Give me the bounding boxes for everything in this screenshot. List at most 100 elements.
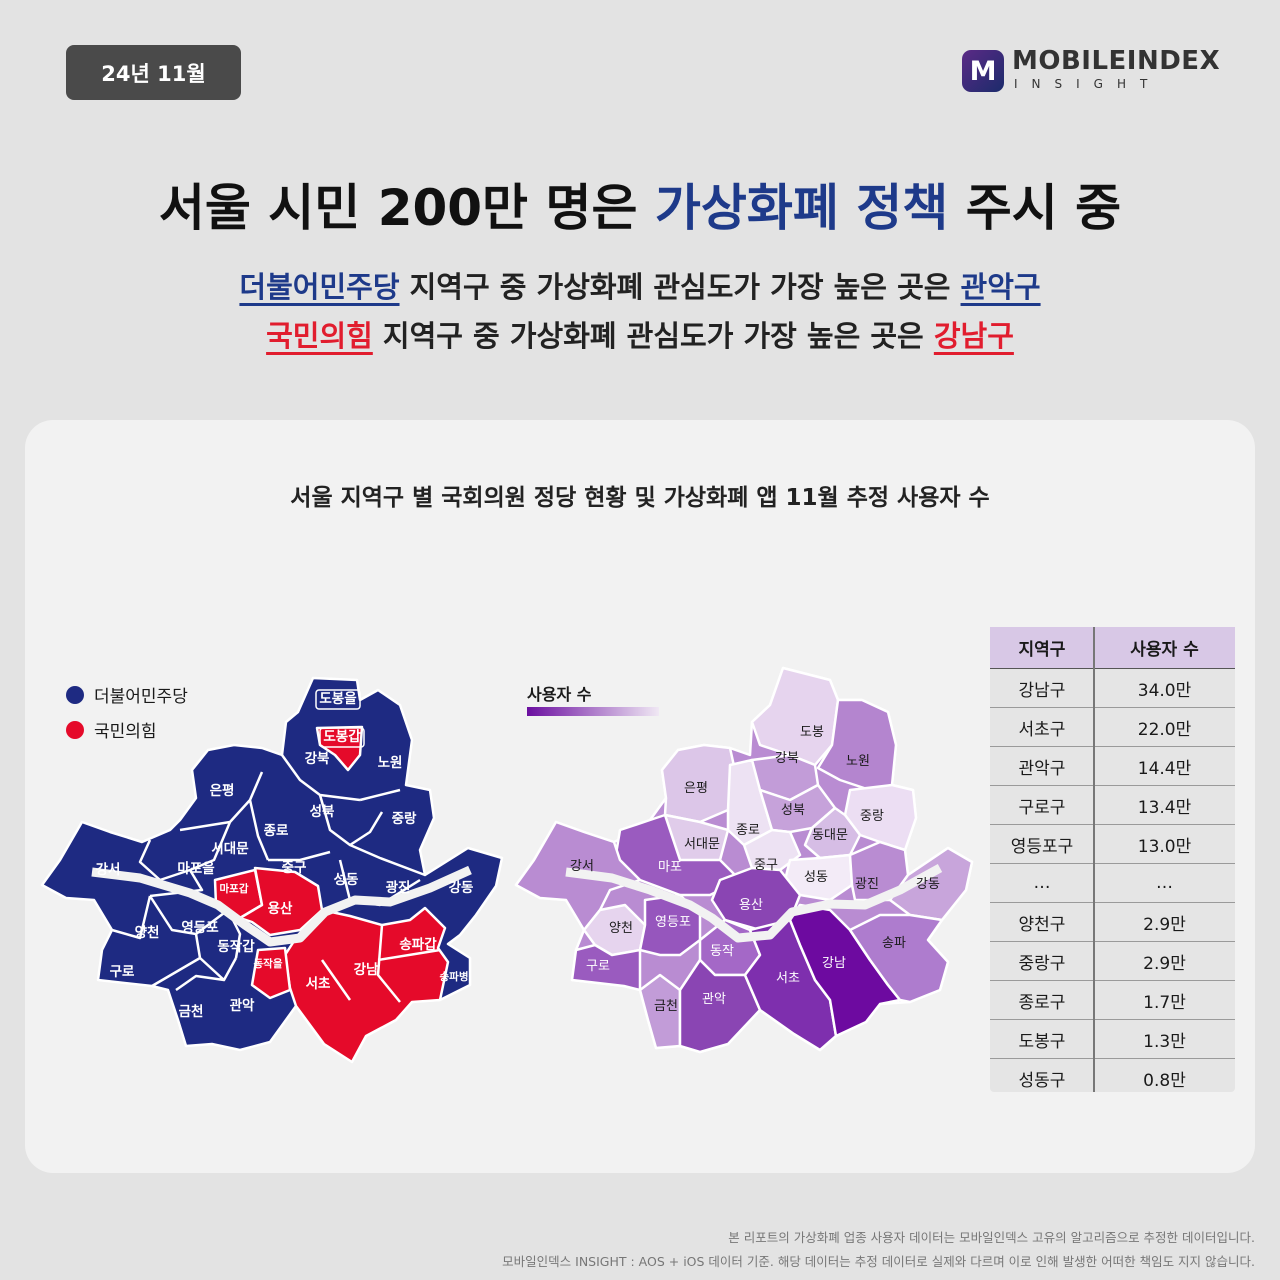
headline: 서울 시민 200만 명은 가상화폐 정책 주시 중 [0, 168, 1280, 240]
table-cell-users: 1.7만 [1143, 992, 1186, 1013]
subline1-party: 더불어민주당 [239, 270, 400, 304]
table-cell-district: 중랑구 [1018, 953, 1066, 974]
table-cell-users: 14.4만 [1137, 758, 1192, 779]
district-label: 은평 [684, 781, 708, 796]
district-label: 동작을 [254, 957, 283, 970]
footnote-2: 모바일인덱스 INSIGHT : AOS + iOS 데이터 기준. 해당 데이… [502, 1254, 1255, 1269]
headline-before: 서울 시민 200만 명은 [158, 179, 655, 237]
district-label: 도봉을 [319, 691, 356, 707]
district-label: 금천 [179, 1004, 204, 1020]
district-label: 중구 [282, 860, 307, 876]
legend-item-democratic: 더불어민주당 [66, 682, 188, 707]
table-cell-district: 관악구 [1018, 758, 1066, 779]
subline1-middle: 지역구 중 가상화폐 관심도가 가장 높은 곳은 [399, 270, 961, 304]
headline-after: 주시 중 [948, 179, 1122, 237]
han-river-left [91, 865, 472, 947]
district-label: 서대문 [684, 837, 720, 852]
district-label: 구로 [110, 964, 135, 980]
district-label: 성동 [804, 870, 828, 885]
district-label: 관악 [702, 992, 726, 1007]
district-songpa [848, 913, 950, 1004]
table-cell-users: 2.9만 [1143, 953, 1186, 974]
han-river-right [565, 864, 943, 943]
table-row: 서초구 22.0만 [990, 707, 1235, 746]
legend-dot-blue [66, 685, 84, 704]
district-label: 중랑 [860, 809, 884, 824]
date-badge: 24년 11월 [66, 45, 241, 100]
logo-name: MOBILEINDEX [1012, 46, 1221, 76]
district-gangdong [888, 846, 974, 922]
district-label: 동대문 [812, 828, 848, 843]
district-label: 마포 [658, 860, 682, 875]
logo-mark-letter: M [969, 55, 997, 87]
legend-label-ppp: 국민의힘 [94, 722, 157, 742]
table-row: 종로구 1.7만 [990, 980, 1235, 1019]
table-cell-district: … [1033, 873, 1051, 893]
district-label: 영등포 [655, 915, 691, 930]
district-label: 강북 [775, 751, 799, 766]
subline2-party: 국민의힘 [266, 319, 373, 353]
district-label: 노원 [378, 755, 403, 771]
mobileindex-logo: M MOBILEINDEX INSIGHT [962, 44, 1222, 104]
table-header-users: 사용자 수 [1130, 640, 1199, 660]
district-label: 강남 [822, 956, 846, 971]
district-label: 광진 [386, 879, 411, 896]
district-label: 종로 [736, 823, 760, 838]
label-box [319, 727, 365, 748]
legend-label-dem: 더불어민주당 [94, 687, 188, 707]
district-label: 송파갑 [399, 937, 437, 953]
district-label: 금천 [654, 999, 678, 1014]
table-row: 양천구 2.9만 [990, 902, 1235, 941]
panel-title: 서울 지역구 별 국회의원 정당 현황 및 가상화폐 앱 11월 추정 사용자 … [290, 485, 990, 511]
district-label: 성북 [310, 804, 335, 820]
table-header: 지역구 사용자 수 [990, 627, 1235, 668]
user-table: 지역구 사용자 수 강남구 34.0만 서초구 22.0만 관악구 14.4만 구로구 13.… [990, 627, 1235, 1092]
table-row: 구로구 13.4만 [990, 785, 1235, 824]
table-rows: 강남구 34.0만 서초구 22.0만 관악구 14.4만 구로구 13.4만 영등포구 13.0… [990, 668, 1235, 1097]
district-label: 용산 [739, 898, 763, 913]
district-label: 강동 [449, 879, 474, 896]
table-cell-users: 13.4만 [1137, 797, 1192, 818]
subline-democratic: 더불어민주당 지역구 중 가상화폐 관심도가 가장 높은 곳은 관악구 [0, 264, 1280, 306]
district-label: 양천 [609, 921, 633, 936]
district-label: 구로 [586, 959, 610, 974]
table-cell-users: 0.8만 [1143, 1070, 1186, 1091]
district-label: 노원 [846, 754, 870, 769]
table-cell-district: 영등포구 [1010, 836, 1074, 857]
table-cell-users: 1.3만 [1143, 1031, 1186, 1052]
district-label: 용산 [268, 900, 293, 917]
district-label: 종로 [264, 823, 289, 839]
district-label: 동작 [710, 944, 734, 959]
date-text: 24년 11월 [101, 61, 206, 86]
district-label: 성동 [334, 872, 359, 888]
mobileindex-logo-icon: M [962, 50, 1004, 92]
district-label: 중랑 [392, 811, 417, 827]
district-label: 동작갑 [217, 938, 255, 955]
district-label: 중구 [754, 858, 778, 873]
district-label: 강북 [305, 750, 330, 767]
subline1-district: 관악구 [960, 270, 1041, 304]
district-label: 강서 [96, 861, 121, 878]
table-row: 중랑구 2.9만 [990, 941, 1235, 980]
district-label: 영등포 [181, 919, 219, 936]
table-cell-district: 강남구 [1018, 680, 1066, 701]
table-cell-district: 종로구 [1018, 992, 1066, 1013]
district-label: 서초 [776, 971, 800, 986]
table-cell-users: 13.0만 [1137, 836, 1192, 857]
district-gangnam-seocho [283, 906, 450, 1064]
district-label: 송파병 [440, 970, 469, 983]
scale-label: 사용자 수 [527, 685, 592, 704]
table-row: …… [990, 863, 1235, 902]
district-label: 서대문 [211, 841, 249, 857]
district-label: 양천 [135, 925, 160, 941]
district-label: 관악 [230, 997, 255, 1014]
user-map [514, 666, 974, 1054]
table-row: 관악구 14.4만 [990, 746, 1235, 785]
scale-gradient-bar [527, 707, 659, 716]
district-dongdaemun [803, 806, 862, 860]
district-label: 강동 [916, 877, 940, 892]
table-header-district: 지역구 [1018, 640, 1066, 660]
